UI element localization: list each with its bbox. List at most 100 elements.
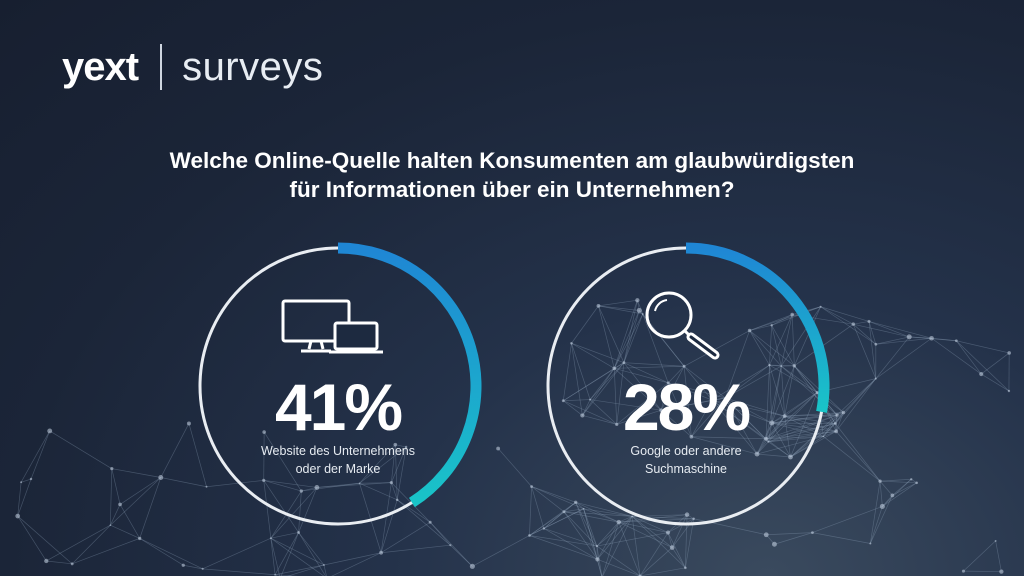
- network-line: [380, 499, 398, 553]
- network-line: [843, 378, 877, 413]
- network-line: [263, 431, 302, 492]
- network-line: [852, 324, 877, 379]
- network-line: [749, 324, 772, 331]
- network-line: [270, 538, 276, 575]
- network-line: [323, 564, 327, 576]
- network-dot: [724, 396, 727, 400]
- network-dot: [780, 365, 783, 367]
- network-dot: [595, 544, 599, 548]
- network-line: [598, 299, 638, 307]
- donut-website-arc: [337, 242, 482, 508]
- network-line: [790, 436, 824, 458]
- network-line: [768, 392, 818, 443]
- network-line: [791, 314, 795, 366]
- network-line: [575, 501, 619, 523]
- network-dot: [994, 539, 997, 542]
- network-dot: [395, 498, 399, 502]
- network-dot: [636, 307, 642, 314]
- network-line: [111, 468, 121, 505]
- donut-search-engine-label-line-2: Suchmaschine: [645, 462, 727, 476]
- network-dot: [1007, 351, 1011, 355]
- network-line: [72, 538, 140, 565]
- network-dot: [615, 422, 619, 427]
- network-line: [853, 321, 870, 325]
- network-dot: [867, 319, 871, 323]
- network-dot: [631, 515, 634, 518]
- donut-search-engine: 28% Google oder andere Suchmaschine: [541, 241, 831, 531]
- network-line: [880, 480, 917, 484]
- network-line: [868, 321, 877, 379]
- network-line: [301, 482, 360, 492]
- network-line: [820, 306, 854, 325]
- network-dot: [262, 478, 266, 482]
- network-line: [497, 448, 532, 487]
- network-line: [529, 535, 598, 560]
- network-dot: [710, 397, 715, 403]
- network-line: [429, 522, 473, 567]
- network-line: [823, 423, 836, 437]
- network-dot: [530, 485, 533, 488]
- logo-product: surveys: [182, 44, 324, 89]
- network-line: [667, 518, 694, 533]
- network-line: [602, 516, 633, 576]
- network-line: [571, 343, 583, 416]
- network-line: [331, 552, 382, 576]
- network-line: [614, 365, 685, 369]
- network-line: [853, 323, 877, 345]
- network-line: [298, 491, 302, 533]
- network-line: [749, 314, 793, 331]
- network-line: [20, 430, 51, 483]
- network-line: [531, 486, 545, 529]
- network-line: [870, 481, 881, 544]
- network-line: [639, 532, 669, 576]
- donut-search-engine-arc: [685, 242, 830, 413]
- network-line: [667, 366, 685, 384]
- network-dot: [790, 312, 794, 317]
- network-dot: [299, 489, 304, 493]
- network-line: [769, 365, 786, 417]
- donut-search-engine-svg: [546, 242, 830, 526]
- network-line: [571, 305, 599, 344]
- network-line: [598, 305, 615, 369]
- network-line: [263, 480, 299, 533]
- network-line: [531, 486, 565, 513]
- network-dot: [616, 519, 622, 525]
- network-line: [769, 325, 773, 366]
- network-dot: [684, 566, 687, 570]
- network-line: [868, 321, 910, 338]
- network-line: [765, 365, 770, 439]
- network-line: [575, 501, 633, 517]
- network-line: [757, 453, 791, 458]
- network-line: [397, 499, 431, 523]
- network-line: [429, 522, 451, 546]
- network-dot: [906, 334, 912, 340]
- network-dot: [764, 436, 768, 441]
- network-line: [765, 430, 837, 440]
- network-dot: [851, 322, 856, 326]
- network-dot: [890, 493, 895, 498]
- network-line: [771, 325, 782, 367]
- network-dot: [449, 544, 452, 547]
- network-line: [835, 378, 877, 432]
- network-line: [280, 532, 299, 576]
- network-line: [870, 495, 893, 544]
- network-line: [711, 399, 772, 424]
- network-line: [724, 397, 758, 455]
- network-dot: [389, 480, 394, 485]
- network-line: [875, 336, 910, 379]
- network-dot: [358, 482, 361, 485]
- network-dot: [570, 341, 573, 345]
- network-dot: [788, 454, 793, 460]
- network-dot: [792, 364, 797, 368]
- network-dot: [496, 446, 501, 451]
- network-dot: [589, 398, 592, 401]
- network-line: [712, 397, 726, 401]
- network-line: [17, 515, 47, 562]
- network-dot: [754, 451, 760, 457]
- network-line: [769, 364, 818, 393]
- network-line: [46, 524, 111, 562]
- network-line: [784, 414, 838, 417]
- network-line: [868, 321, 932, 339]
- network-line: [623, 362, 685, 367]
- network-dot: [747, 328, 752, 333]
